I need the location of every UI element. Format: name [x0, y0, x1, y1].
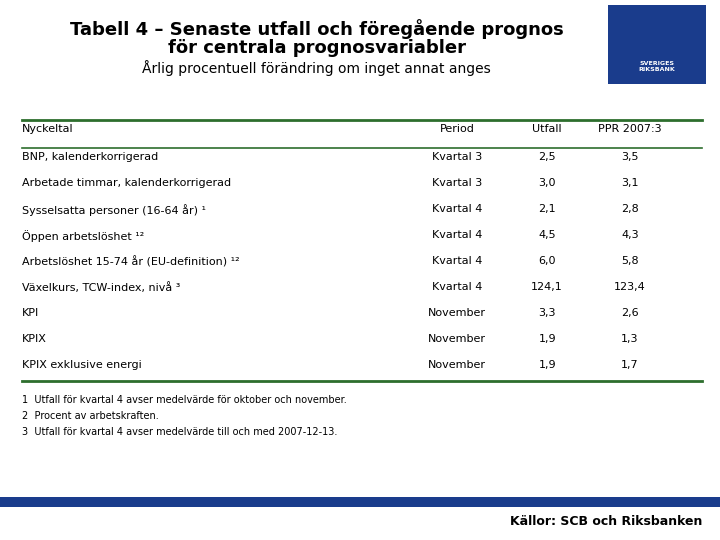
- Text: 1  Utfall för kvartal 4 avser medelvärde för oktober och november.: 1 Utfall för kvartal 4 avser medelvärde …: [22, 395, 346, 405]
- Text: November: November: [428, 360, 486, 370]
- Text: Nyckeltal: Nyckeltal: [22, 124, 73, 134]
- Text: 3,3: 3,3: [539, 308, 556, 318]
- Text: PPR 2007:3: PPR 2007:3: [598, 124, 662, 134]
- Text: Period: Period: [440, 124, 474, 134]
- Text: 6,0: 6,0: [539, 256, 556, 266]
- Text: 123,4: 123,4: [614, 282, 646, 292]
- Text: Växelkurs, TCW-index, nivå ³: Växelkurs, TCW-index, nivå ³: [22, 282, 180, 293]
- Text: November: November: [428, 308, 486, 318]
- Bar: [0, 497, 720, 507]
- Text: Kvartal 3: Kvartal 3: [432, 178, 482, 188]
- Bar: [608, 5, 706, 84]
- Text: Källor: SCB och Riksbanken: Källor: SCB och Riksbanken: [510, 515, 702, 528]
- Text: 3,5: 3,5: [621, 152, 639, 163]
- Text: 3  Utfall för kvartal 4 avser medelvärde till och med 2007-12-13.: 3 Utfall för kvartal 4 avser medelvärde …: [22, 427, 337, 437]
- Text: BNP, kalenderkorrigerad: BNP, kalenderkorrigerad: [22, 152, 158, 163]
- Text: Kvartal 4: Kvartal 4: [432, 282, 482, 292]
- Text: för centrala prognosvariabler: för centrala prognosvariabler: [168, 39, 466, 57]
- Text: KPIX exklusive energi: KPIX exklusive energi: [22, 360, 141, 370]
- Text: 2,1: 2,1: [539, 204, 556, 214]
- Text: 1,9: 1,9: [539, 334, 556, 344]
- Text: Årlig procentuell förändring om inget annat anges: Årlig procentuell förändring om inget an…: [143, 60, 491, 77]
- Text: Sysselsatta personer (16-64 år) ¹: Sysselsatta personer (16-64 år) ¹: [22, 204, 206, 216]
- Text: 2,8: 2,8: [621, 204, 639, 214]
- Text: Kvartal 4: Kvartal 4: [432, 204, 482, 214]
- Text: Kvartal 3: Kvartal 3: [432, 152, 482, 163]
- Text: 4,5: 4,5: [539, 230, 556, 240]
- Text: KPIX: KPIX: [22, 334, 47, 344]
- Text: 3,1: 3,1: [621, 178, 639, 188]
- Text: Kvartal 4: Kvartal 4: [432, 256, 482, 266]
- Text: 4,3: 4,3: [621, 230, 639, 240]
- Text: Arbetade timmar, kalenderkorrigerad: Arbetade timmar, kalenderkorrigerad: [22, 178, 230, 188]
- Text: 3,0: 3,0: [539, 178, 556, 188]
- Text: Kvartal 4: Kvartal 4: [432, 230, 482, 240]
- Text: November: November: [428, 334, 486, 344]
- Text: KPI: KPI: [22, 308, 39, 318]
- Text: 2  Procent av arbetskraften.: 2 Procent av arbetskraften.: [22, 411, 158, 421]
- Text: SVERIGES
RIKSBANK: SVERIGES RIKSBANK: [639, 61, 675, 72]
- Text: Tabell 4 – Senaste utfall och föregående prognos: Tabell 4 – Senaste utfall och föregående…: [70, 19, 564, 39]
- Text: 124,1: 124,1: [531, 282, 563, 292]
- Text: 5,8: 5,8: [621, 256, 639, 266]
- Text: 2,5: 2,5: [539, 152, 556, 163]
- Text: 2,6: 2,6: [621, 308, 639, 318]
- Text: Arbetslöshet 15-74 år (EU-definition) ¹²: Arbetslöshet 15-74 år (EU-definition) ¹²: [22, 256, 239, 267]
- Text: 1,7: 1,7: [621, 360, 639, 370]
- Text: 1,3: 1,3: [621, 334, 639, 344]
- Text: Öppen arbetslöshet ¹²: Öppen arbetslöshet ¹²: [22, 230, 144, 242]
- Text: 1,9: 1,9: [539, 360, 556, 370]
- Text: Utfall: Utfall: [532, 124, 562, 134]
